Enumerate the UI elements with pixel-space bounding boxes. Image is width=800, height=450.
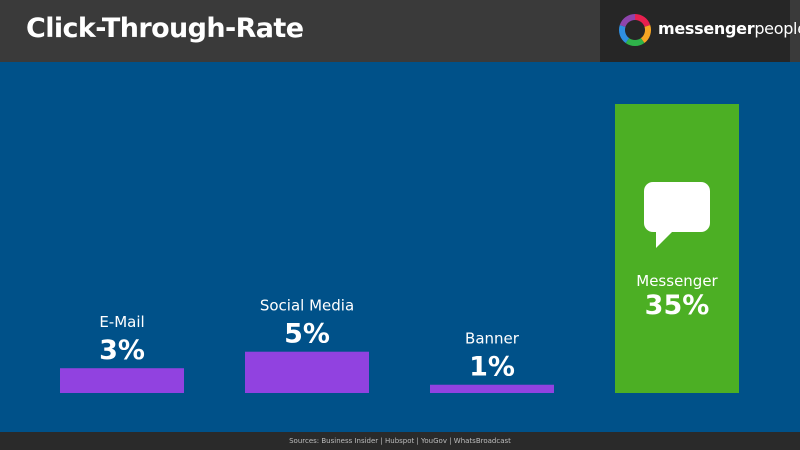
category-label: Social Media	[260, 297, 354, 315]
bar-e-mail	[60, 368, 184, 393]
value-label: 3%	[99, 335, 145, 366]
value-label: 1%	[469, 352, 515, 383]
value-label: 35%	[645, 290, 710, 321]
logo-ring-segment	[640, 25, 651, 43]
logo-ring-segment	[619, 25, 630, 43]
logo-wordmark-light: people	[754, 19, 800, 38]
logo-ring-segment	[634, 14, 651, 28]
sources-footer: Sources: Business Insider | Hubspot | Yo…	[0, 432, 800, 450]
category-label: E-Mail	[99, 313, 144, 331]
value-label: 5%	[284, 319, 330, 350]
chat-bubble-icon	[644, 182, 710, 248]
logo-wordmark-bold: messenger	[658, 19, 755, 38]
logo-ring-icon	[619, 14, 651, 46]
brand-logo: messengerpeople	[600, 0, 800, 62]
header-bar: Click-Through-Rate messengerpeople	[0, 0, 800, 62]
bar-banner	[430, 384, 554, 393]
logo-ring-segment	[619, 14, 636, 28]
bar-messenger	[615, 104, 739, 393]
category-label: Messenger	[636, 272, 718, 290]
logo-wordmark: messengerpeople	[658, 19, 800, 38]
category-label: Banner	[465, 330, 520, 348]
bar-chart: E-Mail 3% Social Media 5% Banner 1% Messenger3…	[60, 104, 739, 393]
bar-social-media	[245, 351, 369, 393]
logo-ring-segment	[625, 37, 645, 46]
page-title: Click-Through-Rate	[26, 13, 304, 44]
